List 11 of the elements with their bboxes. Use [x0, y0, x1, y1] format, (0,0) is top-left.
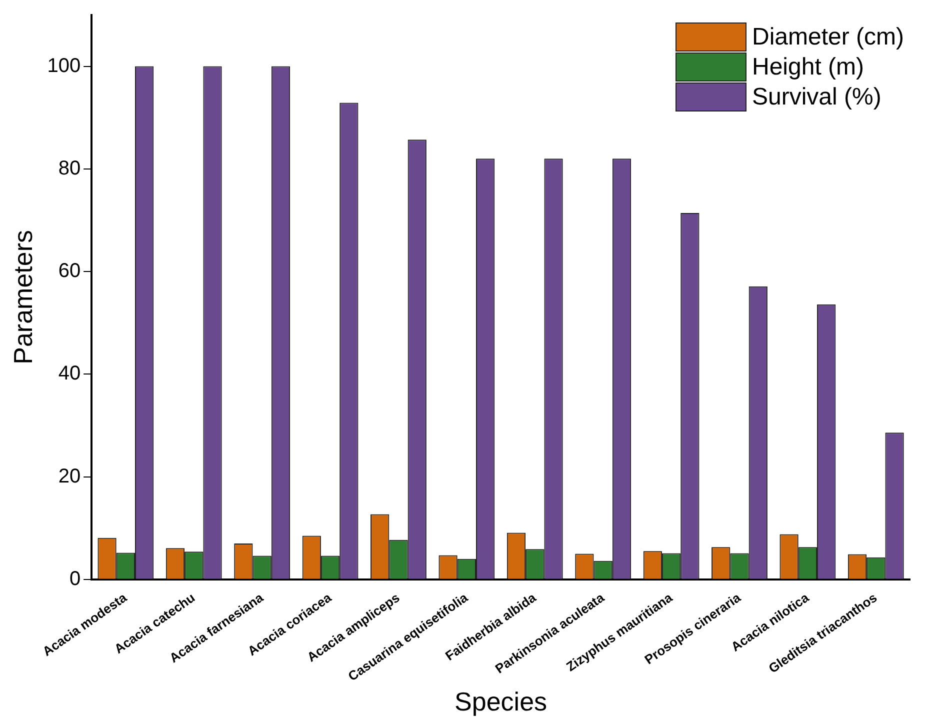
y-axis-title: Parameters [8, 230, 38, 364]
legend-label: Height (m) [752, 54, 864, 81]
y-tick-label: 80 [58, 157, 81, 180]
x-axis-title: Species [454, 686, 548, 717]
y-tick-label: 40 [58, 362, 81, 385]
y-tick-label: 60 [58, 260, 81, 282]
legend-label: Diameter (cm) [752, 24, 904, 51]
legend-label: Survival (%) [752, 84, 882, 111]
y-tick-label: 20 [58, 465, 81, 488]
y-tick-label: 100 [47, 54, 81, 77]
y-tick-label: 0 [69, 568, 81, 590]
